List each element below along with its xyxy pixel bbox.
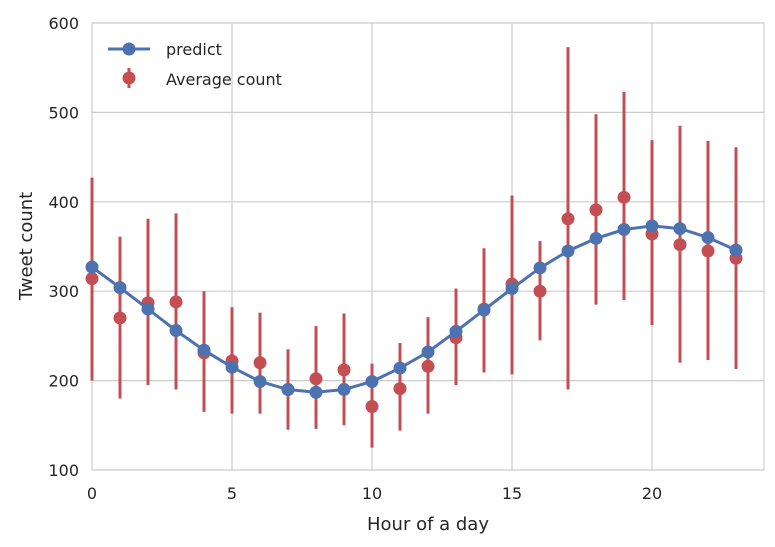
y-tick-label: 600 [48, 14, 79, 33]
predict-point [701, 231, 715, 245]
average-count-point [589, 203, 603, 217]
predict-point [169, 324, 183, 338]
predict-point [197, 343, 211, 357]
legend: predict Average count [108, 40, 282, 89]
x-tick-label: 20 [642, 484, 662, 503]
predict-point [309, 385, 323, 399]
x-tick-label: 5 [227, 484, 237, 503]
grid [91, 22, 764, 471]
average-count-point [701, 244, 715, 258]
y-tick-label: 500 [48, 103, 79, 122]
y-tick-label: 300 [48, 282, 79, 301]
legend-predict-marker [122, 42, 136, 56]
predict-point [561, 244, 575, 258]
predict-point [253, 374, 267, 388]
predict-point [477, 303, 491, 317]
legend-average-label: Average count [166, 70, 282, 89]
predict-point [645, 219, 659, 233]
average-count-point [253, 356, 267, 370]
predict-point [365, 374, 379, 388]
x-tick-labels: 0 5 10 15 20 [87, 484, 662, 503]
average-count-point [393, 382, 407, 396]
predict-point [421, 345, 435, 359]
average-count-point [421, 359, 435, 373]
predict-point [673, 222, 687, 236]
average-count-point [113, 311, 127, 325]
predict-point [505, 282, 519, 296]
predict-point [449, 324, 463, 338]
y-axis-label: Tweet count [16, 192, 37, 301]
x-axis-label: Hour of a day [367, 514, 489, 535]
y-tick-label: 400 [48, 193, 79, 212]
predict-point [617, 223, 631, 237]
y-tick-label: 100 [48, 461, 79, 480]
predict-point [85, 260, 99, 274]
predict-point [281, 383, 295, 397]
predict-point [533, 261, 547, 275]
average-count-point [561, 212, 575, 226]
average-count-point [673, 238, 687, 252]
y-tick-label: 200 [48, 372, 79, 391]
predict-point [729, 243, 743, 257]
average-count-point [365, 400, 379, 414]
x-tick-label: 10 [362, 484, 382, 503]
predict-point [589, 231, 603, 245]
legend-predict-label: predict [166, 40, 222, 59]
average-count-point [337, 363, 351, 377]
legend-average-marker [122, 71, 136, 85]
average-count-point [309, 372, 323, 386]
x-tick-label: 15 [502, 484, 522, 503]
average-count-point [617, 190, 631, 204]
predict-point [141, 302, 155, 316]
predict-point [337, 383, 351, 397]
y-tick-labels: 100 200 300 400 500 600 [48, 14, 79, 480]
average-count-point [533, 284, 547, 298]
average-count-point [85, 272, 99, 286]
predict-point [225, 360, 239, 374]
predict-series [85, 219, 743, 399]
predict-point [393, 361, 407, 375]
average-count-point [169, 295, 183, 309]
predict-point [113, 281, 127, 295]
x-tick-label: 0 [87, 484, 97, 503]
